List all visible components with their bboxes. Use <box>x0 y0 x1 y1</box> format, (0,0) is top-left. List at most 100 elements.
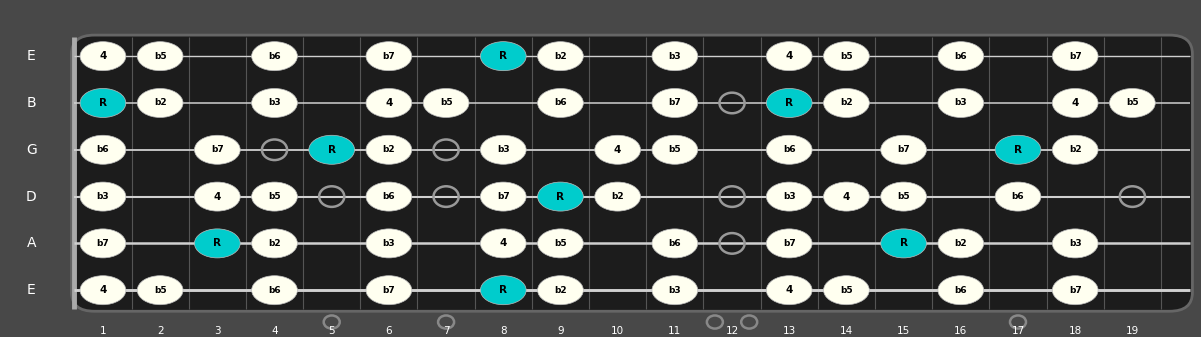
Ellipse shape <box>538 88 584 118</box>
Text: 4: 4 <box>100 51 107 61</box>
Ellipse shape <box>1052 135 1098 164</box>
Ellipse shape <box>366 276 412 305</box>
Ellipse shape <box>1052 229 1098 258</box>
Ellipse shape <box>80 42 126 71</box>
Ellipse shape <box>652 42 698 71</box>
Ellipse shape <box>652 229 698 258</box>
Ellipse shape <box>766 229 812 258</box>
Text: 10: 10 <box>611 326 625 336</box>
Text: b7: b7 <box>783 239 795 248</box>
Text: 11: 11 <box>668 326 681 336</box>
Text: b6: b6 <box>268 286 281 295</box>
Ellipse shape <box>366 88 412 118</box>
Text: 3: 3 <box>214 326 221 336</box>
Text: 18: 18 <box>1069 326 1082 336</box>
Text: b7: b7 <box>1069 286 1082 295</box>
Ellipse shape <box>1052 42 1098 71</box>
Ellipse shape <box>137 42 183 71</box>
Text: b3: b3 <box>669 286 681 295</box>
Ellipse shape <box>480 42 526 71</box>
Text: b2: b2 <box>383 145 395 154</box>
Ellipse shape <box>1052 88 1098 118</box>
Ellipse shape <box>652 88 698 118</box>
Text: b7: b7 <box>383 52 395 61</box>
Ellipse shape <box>538 182 584 211</box>
Ellipse shape <box>824 276 870 305</box>
Ellipse shape <box>880 135 926 164</box>
Ellipse shape <box>996 135 1041 164</box>
Text: b3: b3 <box>383 239 395 248</box>
Ellipse shape <box>938 229 984 258</box>
Ellipse shape <box>594 135 640 164</box>
Text: b3: b3 <box>497 145 509 154</box>
Text: A: A <box>26 236 36 250</box>
Text: b3: b3 <box>96 192 109 201</box>
Text: b7: b7 <box>497 192 509 201</box>
Ellipse shape <box>252 229 298 258</box>
Ellipse shape <box>824 42 870 71</box>
Text: 4: 4 <box>614 145 621 155</box>
Ellipse shape <box>824 182 870 211</box>
Text: 2: 2 <box>157 326 163 336</box>
Text: 17: 17 <box>1011 326 1024 336</box>
Text: 1: 1 <box>100 326 106 336</box>
Text: b2: b2 <box>554 52 567 61</box>
Text: b7: b7 <box>211 145 223 154</box>
Ellipse shape <box>252 88 298 118</box>
Ellipse shape <box>594 182 640 211</box>
Ellipse shape <box>766 276 812 305</box>
Text: 13: 13 <box>783 326 796 336</box>
Text: R: R <box>214 238 221 248</box>
Text: b2: b2 <box>1069 145 1081 154</box>
Ellipse shape <box>652 276 698 305</box>
Ellipse shape <box>195 135 240 164</box>
Text: b5: b5 <box>154 52 167 61</box>
Ellipse shape <box>766 42 812 71</box>
Text: b3: b3 <box>1069 239 1081 248</box>
Ellipse shape <box>652 135 698 164</box>
Text: R: R <box>328 145 336 155</box>
Text: 4: 4 <box>785 51 793 61</box>
Ellipse shape <box>938 42 984 71</box>
Ellipse shape <box>80 229 126 258</box>
Ellipse shape <box>423 88 468 118</box>
Text: 4: 4 <box>1071 98 1078 108</box>
Text: R: R <box>500 285 507 295</box>
Text: b5: b5 <box>440 98 453 108</box>
Text: b6: b6 <box>955 52 967 61</box>
Text: b5: b5 <box>841 52 853 61</box>
Ellipse shape <box>766 182 812 211</box>
Ellipse shape <box>137 276 183 305</box>
Text: 14: 14 <box>839 326 853 336</box>
Text: b5: b5 <box>841 286 853 295</box>
Text: 12: 12 <box>725 326 739 336</box>
Text: 9: 9 <box>557 326 563 336</box>
Ellipse shape <box>538 276 584 305</box>
Text: b7: b7 <box>897 145 910 154</box>
Text: b6: b6 <box>955 286 967 295</box>
Ellipse shape <box>252 182 298 211</box>
Text: b6: b6 <box>96 145 109 154</box>
Ellipse shape <box>824 88 870 118</box>
Ellipse shape <box>309 135 354 164</box>
Text: b3: b3 <box>669 52 681 61</box>
Text: b3: b3 <box>268 98 281 108</box>
Text: 8: 8 <box>500 326 507 336</box>
Ellipse shape <box>195 229 240 258</box>
Text: 15: 15 <box>897 326 910 336</box>
Text: b5: b5 <box>669 145 681 154</box>
Ellipse shape <box>996 182 1041 211</box>
Text: 4: 4 <box>843 191 850 202</box>
Ellipse shape <box>366 182 412 211</box>
Text: 19: 19 <box>1125 326 1139 336</box>
Ellipse shape <box>1110 88 1155 118</box>
Text: b2: b2 <box>268 239 281 248</box>
Text: b2: b2 <box>841 98 853 108</box>
Ellipse shape <box>252 42 298 71</box>
Ellipse shape <box>766 88 812 118</box>
Text: b5: b5 <box>268 192 281 201</box>
Text: R: R <box>98 98 107 108</box>
Text: R: R <box>1014 145 1022 155</box>
Text: D: D <box>26 190 37 204</box>
Text: G: G <box>26 143 37 157</box>
